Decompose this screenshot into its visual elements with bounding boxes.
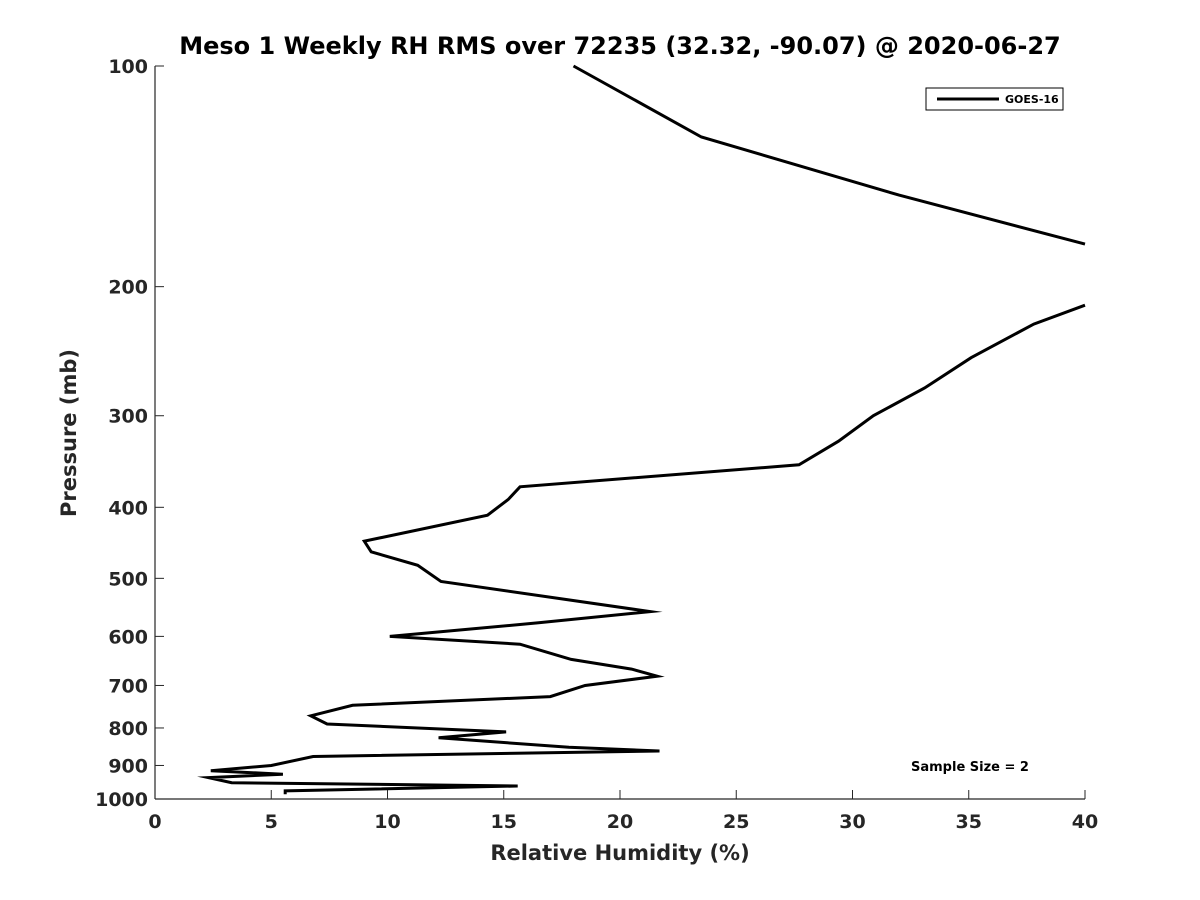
series-line-goes16	[197, 303, 1086, 795]
y-axis-label: Pressure (mb)	[57, 349, 81, 517]
plot-area	[197, 64, 1086, 795]
x-axis-label: Relative Humidity (%)	[490, 841, 749, 865]
x-tick-label: 25	[723, 811, 749, 833]
y-tick-label: 500	[108, 568, 148, 590]
x-tick-label: 15	[491, 811, 517, 833]
y-tick-label: 700	[108, 675, 148, 697]
y-tick-label: 800	[108, 718, 148, 740]
x-tick-label: 10	[374, 811, 400, 833]
legend: GOES-16	[925, 87, 1064, 111]
y-tick-label: 300	[108, 406, 148, 428]
y-tick-label: 200	[108, 277, 148, 299]
x-tick-label: 20	[607, 811, 633, 833]
chart-title: Meso 1 Weekly RH RMS over 72235 (32.32, …	[179, 32, 1061, 60]
y-tick-label: 600	[108, 626, 148, 648]
x-tick-label: 30	[839, 811, 865, 833]
y-tick-label: 100	[108, 56, 148, 78]
x-tick-label: 35	[956, 811, 982, 833]
y-tick-label: 1000	[95, 789, 148, 811]
x-tick-label: 5	[265, 811, 278, 833]
sample-size-annotation: Sample Size = 2	[911, 760, 1029, 775]
y-axis: 100 200 300 400 500 600 700 800 900 1000	[95, 56, 164, 811]
x-tick-label: 0	[148, 811, 161, 833]
legend-label-goes16: GOES-16	[1005, 93, 1059, 106]
x-tick-label: 40	[1072, 811, 1098, 833]
y-tick-label: 900	[108, 755, 148, 777]
series-line-goes16	[572, 64, 1086, 246]
x-axis: 0 5 10 15 20 25 30 35 40	[148, 790, 1098, 833]
y-tick-label: 400	[108, 497, 148, 519]
